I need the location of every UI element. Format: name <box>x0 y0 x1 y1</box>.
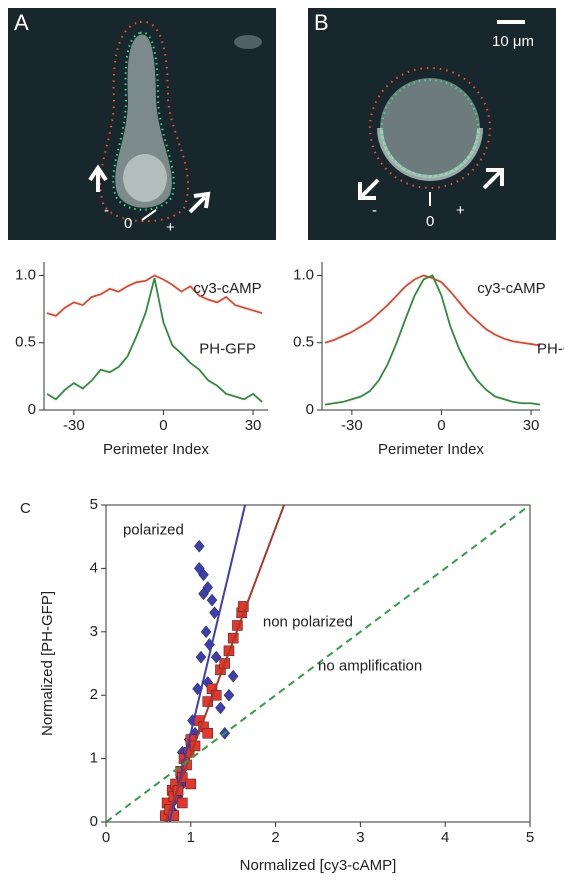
y-tick-label: 3 <box>90 623 98 640</box>
y-tick-label: 1 <box>90 750 98 767</box>
fit-line <box>168 505 247 822</box>
panel-label: A <box>14 10 29 35</box>
series-line <box>46 277 263 403</box>
y-tick-label: 5 <box>90 496 98 513</box>
series-line <box>324 274 541 347</box>
y-tick-label: 0.5 <box>293 334 314 351</box>
x-axis-title: Normalized [cy3-cAMP] <box>240 857 397 874</box>
series-label: cy3-cAMP <box>193 280 261 297</box>
point <box>215 701 226 715</box>
series-label: cy3-cAMP <box>477 280 545 297</box>
point <box>177 797 188 809</box>
y-tick-label: 0 <box>306 401 314 418</box>
point <box>206 593 218 607</box>
sign-label: + <box>166 219 175 236</box>
y-axis-title: Normalized [PH-GFP] <box>39 591 56 736</box>
series-label: PH-GFP <box>199 340 256 357</box>
x-tick-label: 30 <box>523 417 540 434</box>
panel-label: C <box>20 500 31 517</box>
panel-label: B <box>314 10 329 35</box>
x-tick-label: 1 <box>187 829 195 846</box>
point <box>227 669 239 683</box>
sign-label: 0 <box>426 213 434 230</box>
x-tick-label: 0 <box>102 829 110 846</box>
fit-line <box>164 505 286 822</box>
x-tick-label: 0 <box>437 417 445 434</box>
x-tick-label: 2 <box>271 829 279 846</box>
line-label: no amplification <box>318 658 422 675</box>
point <box>223 688 235 702</box>
point <box>168 810 180 821</box>
x-tick-label: -30 <box>63 417 85 434</box>
y-tick-label: 4 <box>90 559 98 576</box>
x-tick-label: 3 <box>356 829 364 846</box>
x-tick-label: 4 <box>441 829 449 846</box>
sign-label: + <box>456 202 465 219</box>
point <box>210 689 222 701</box>
x-tick-label: 0 <box>159 417 167 434</box>
point <box>200 625 212 639</box>
x-tick-label: -30 <box>341 417 363 434</box>
y-tick-label: 1.0 <box>15 266 36 283</box>
sign-label: 0 <box>124 215 132 232</box>
micrograph-b: B 10 μm - 0 + <box>308 8 556 240</box>
scale-label: 10 μm <box>492 33 534 50</box>
point <box>193 562 205 575</box>
point <box>209 606 220 620</box>
series-line <box>46 274 263 317</box>
series-line <box>324 274 541 406</box>
point <box>185 778 197 790</box>
point <box>202 727 214 739</box>
x-axis-title: Perimeter Index <box>103 441 209 458</box>
y-tick-label: 2 <box>90 686 98 703</box>
series-label: polarized <box>123 521 184 538</box>
fit-line <box>106 505 530 822</box>
micrograph-a: A - 0 + <box>8 8 276 240</box>
series-label: PH-GFP <box>537 340 564 357</box>
sign-label: - <box>372 202 377 219</box>
plot-frame <box>105 504 531 823</box>
point <box>210 650 222 664</box>
series-label: non polarized <box>263 613 353 630</box>
point <box>198 587 209 601</box>
y-tick-label: 0 <box>90 813 98 830</box>
point <box>195 650 207 664</box>
x-axis-title: Perimeter Index <box>378 441 484 458</box>
x-tick-label: 30 <box>245 417 262 434</box>
y-tick-label: 1.0 <box>293 266 314 283</box>
y-tick-label: 0.5 <box>15 334 36 351</box>
sign-label: - <box>104 202 109 219</box>
y-tick-label: 0 <box>28 401 36 418</box>
x-tick-label: 5 <box>526 829 534 846</box>
point <box>193 539 205 553</box>
